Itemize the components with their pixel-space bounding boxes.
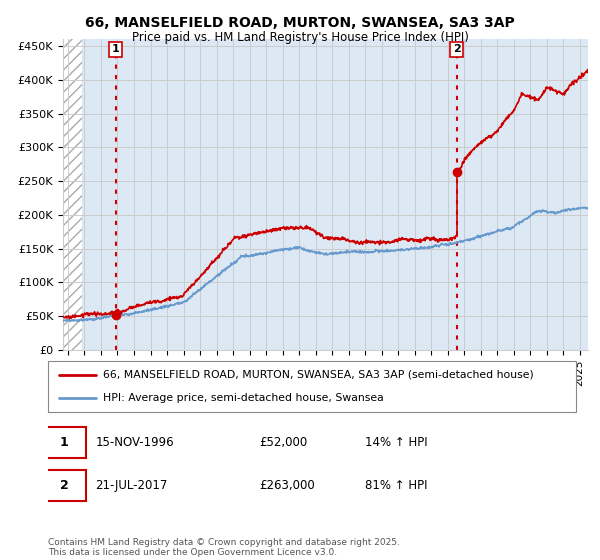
Text: HPI: Average price, semi-detached house, Swansea: HPI: Average price, semi-detached house,… — [103, 393, 384, 403]
Text: 21-JUL-2017: 21-JUL-2017 — [95, 479, 168, 492]
Text: 1: 1 — [60, 436, 69, 449]
FancyBboxPatch shape — [43, 427, 86, 458]
Text: 1: 1 — [112, 44, 119, 54]
Text: 14% ↑ HPI: 14% ↑ HPI — [365, 436, 427, 449]
Text: £263,000: £263,000 — [259, 479, 315, 492]
Text: Price paid vs. HM Land Registry's House Price Index (HPI): Price paid vs. HM Land Registry's House … — [131, 31, 469, 44]
FancyBboxPatch shape — [48, 361, 576, 412]
Text: 2: 2 — [60, 479, 69, 492]
Text: 66, MANSELFIELD ROAD, MURTON, SWANSEA, SA3 3AP (semi-detached house): 66, MANSELFIELD ROAD, MURTON, SWANSEA, S… — [103, 370, 534, 380]
Text: 81% ↑ HPI: 81% ↑ HPI — [365, 479, 427, 492]
Bar — [63, 39, 82, 350]
FancyBboxPatch shape — [43, 470, 86, 501]
Text: 66, MANSELFIELD ROAD, MURTON, SWANSEA, SA3 3AP: 66, MANSELFIELD ROAD, MURTON, SWANSEA, S… — [85, 16, 515, 30]
Text: 15-NOV-1996: 15-NOV-1996 — [95, 436, 174, 449]
Text: £52,000: £52,000 — [259, 436, 307, 449]
Text: 2: 2 — [453, 44, 460, 54]
Text: Contains HM Land Registry data © Crown copyright and database right 2025.
This d: Contains HM Land Registry data © Crown c… — [48, 538, 400, 557]
